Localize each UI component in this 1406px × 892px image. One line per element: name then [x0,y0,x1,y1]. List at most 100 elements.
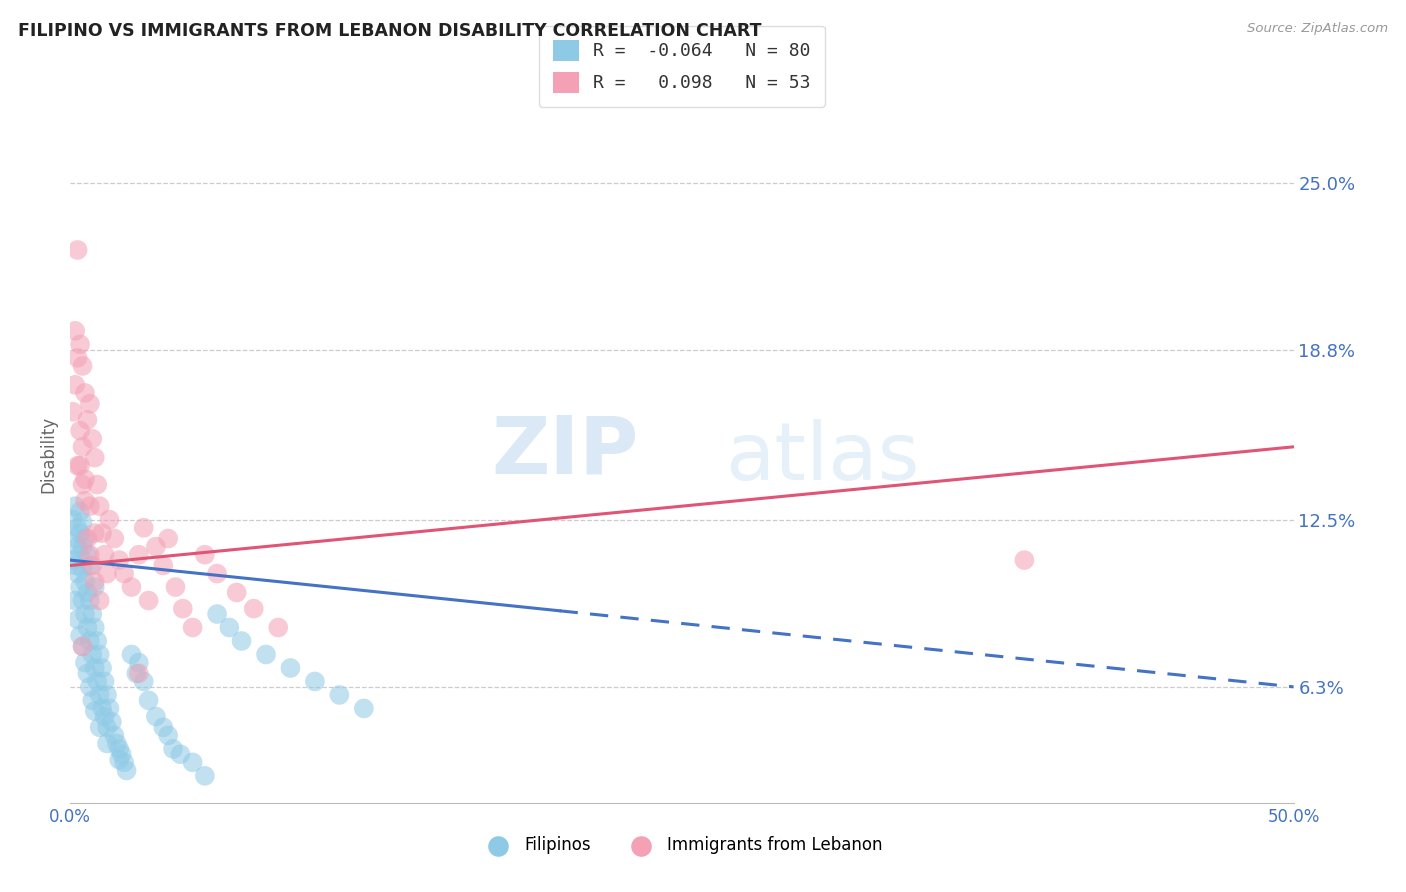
Point [128,548,150,562]
Point [162,742,184,756]
Point [152,720,174,734]
Point [96,720,118,734]
Point [98,701,121,715]
Point [83,620,105,634]
Text: Source: ZipAtlas.com: Source: ZipAtlas.com [1247,22,1388,36]
Point [79,593,101,607]
Point [69,580,91,594]
Point [83,580,105,594]
Point [328,688,350,702]
Text: FILIPINO VS IMMIGRANTS FROM LEBANON DISABILITY CORRELATION CHART: FILIPINO VS IMMIGRANTS FROM LEBANON DISA… [18,22,762,40]
Point [73,472,96,486]
Point [93,548,115,562]
Point [83,704,105,718]
Point [96,736,118,750]
Point [96,688,118,702]
Point [194,769,217,783]
Point [63,499,86,513]
Point [89,593,111,607]
Point [69,629,91,643]
Point [132,674,155,689]
Point [73,607,96,621]
Point [121,648,143,662]
Point [83,526,105,541]
Point [280,661,302,675]
Point [66,612,89,626]
Point [83,450,105,465]
Point [267,620,290,634]
Point [108,742,131,756]
Point [181,756,204,770]
Point [76,532,98,546]
Point [132,521,155,535]
Point [69,504,91,518]
Point [108,553,131,567]
Point [79,548,101,562]
Point [93,709,115,723]
Point [353,701,375,715]
Point [69,548,91,562]
Point [145,709,167,723]
Point [62,553,84,567]
Point [66,521,89,535]
Point [66,540,89,554]
Point [86,477,108,491]
Point [69,526,91,541]
Point [72,561,94,575]
Point [98,513,121,527]
Point [66,243,89,257]
Point [93,674,115,689]
Point [72,640,94,654]
Point [96,566,118,581]
Point [73,493,96,508]
Point [1014,553,1036,567]
Point [73,532,96,546]
Point [82,558,104,573]
Point [157,532,180,546]
Point [86,674,108,689]
Point [172,601,194,615]
Point [108,753,131,767]
Point [79,558,101,573]
Point [231,634,253,648]
Point [79,499,101,513]
Point [128,656,150,670]
Point [225,585,247,599]
Point [254,648,277,662]
Text: ZIP: ZIP [492,412,640,491]
Point [66,458,89,473]
Point [72,359,94,373]
Point [157,728,180,742]
Point [83,574,105,589]
Point [63,377,86,392]
Point [72,440,94,454]
Point [205,607,228,621]
Point [91,661,114,675]
Point [86,634,108,648]
Y-axis label: Disability: Disability [39,417,58,493]
Text: atlas: atlas [724,419,920,498]
Point [82,607,104,621]
Point [72,477,94,491]
Point [89,648,111,662]
Point [105,736,128,750]
Point [103,532,125,546]
Point [89,688,111,702]
Point [63,532,86,546]
Point [138,593,160,607]
Point [101,714,124,729]
Point [112,756,135,770]
Point [63,324,86,338]
Point [91,701,114,715]
Point [138,693,160,707]
Point [128,666,150,681]
Point [145,540,167,554]
Point [76,585,98,599]
Point [91,526,114,541]
Point [66,351,89,365]
Point [194,548,217,562]
Point [62,405,84,419]
Point [79,634,101,648]
Point [73,574,96,589]
Point [76,666,98,681]
